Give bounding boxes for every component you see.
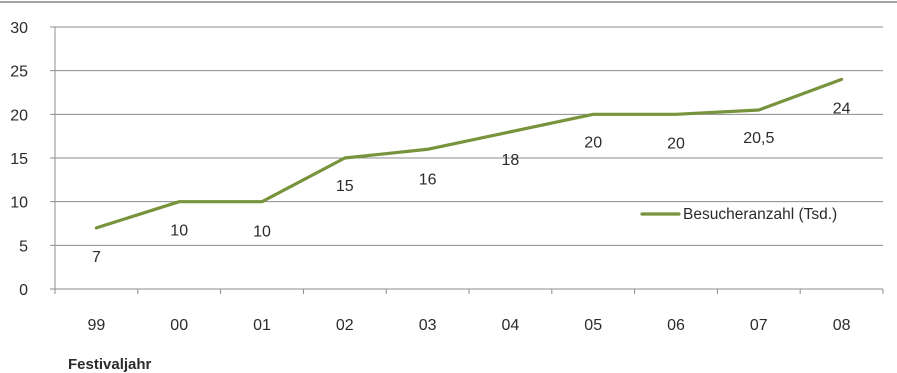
data-label: 7	[92, 249, 101, 266]
x-tick-label: 05	[584, 317, 602, 334]
data-labels: 7 10 10 15 16 18 20 20 20,5 24	[92, 100, 851, 265]
y-tick-label: 10	[10, 195, 28, 212]
legend: Besucheranzahl (Tsd.)	[640, 206, 837, 223]
data-label: 20	[584, 134, 602, 151]
x-tick-label: 01	[253, 317, 271, 334]
data-label: 24	[833, 100, 851, 117]
series-line	[94, 77, 844, 230]
x-axis-title: Festivaljahr	[68, 356, 152, 373]
data-label: 20	[667, 135, 685, 152]
x-tick-label: 07	[750, 317, 768, 334]
x-tick-label: 03	[419, 317, 437, 334]
x-tick-label: 99	[88, 317, 106, 334]
data-label: 20,5	[743, 130, 774, 147]
y-tick-label: 5	[19, 238, 28, 255]
y-tick-label: 20	[10, 107, 28, 124]
legend-label: Besucheranzahl (Tsd.)	[683, 206, 837, 223]
x-tick-label: 00	[170, 317, 188, 334]
x-tick-label: 04	[502, 317, 520, 334]
y-tick-label: 30	[10, 20, 28, 37]
x-tick-label: 08	[833, 317, 851, 334]
data-label: 10	[170, 223, 188, 240]
y-tick-label: 0	[19, 282, 28, 299]
x-tick-label: 06	[667, 317, 685, 334]
data-label: 10	[253, 224, 271, 241]
x-tick-label: 02	[336, 317, 354, 334]
series-lines	[94, 77, 844, 230]
data-label: 18	[502, 152, 520, 169]
y-tick-label: 25	[10, 64, 28, 81]
data-label: 15	[336, 178, 354, 195]
data-label: 16	[419, 171, 437, 188]
y-tick-label: 15	[10, 151, 28, 168]
